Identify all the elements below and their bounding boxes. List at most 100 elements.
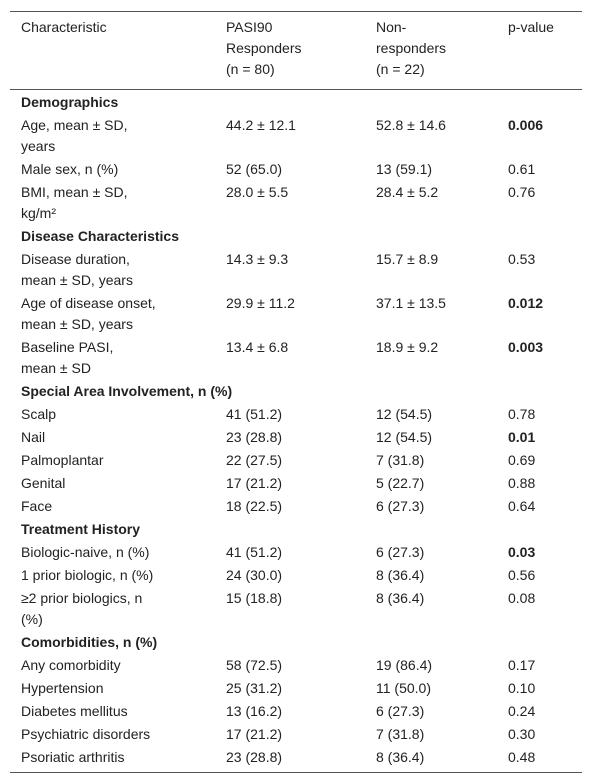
cell-line: Palmoplantar (21, 452, 104, 468)
header-cell: Characteristic (10, 12, 226, 90)
row-label: Disease duration, mean ± SD, years (10, 247, 226, 291)
data-row: Male sex, n (%) 52 (65.0) 13 (59.1) 0.61 (10, 157, 582, 180)
row-label: Any comorbidity (10, 653, 226, 676)
section-row: Special Area Involvement, n (%) (10, 379, 582, 402)
row-label: Psoriatic arthritis (10, 745, 226, 773)
cell-line: Psoriatic arthritis (21, 749, 125, 765)
section-row: Disease Characteristics (10, 224, 582, 247)
nonresponders-cell: 7 (31.8) (376, 726, 425, 742)
p-value-cell: 0.24 (508, 703, 536, 719)
cell-line: p-value (508, 19, 554, 35)
p-value-cell: 0.012 (508, 295, 544, 311)
cell-line: 1 prior biologic, n (%) (21, 567, 154, 583)
data-row: Nail 23 (28.8) 12 (54.5) 0.01 (10, 425, 582, 448)
row-label: Scalp (10, 402, 226, 425)
cell-line: (n = 22) (376, 61, 425, 77)
cell-line: mean ± SD, years (21, 316, 133, 332)
p-value-cell: 0.64 (508, 498, 536, 514)
p-value-cell: 0.003 (508, 339, 544, 355)
data-row: BMI, mean ± SD, kg/m² 28.0 ± 5.5 28.4 ± 5.2… (10, 180, 582, 224)
data-row: Disease duration, mean ± SD, years 14.3 ± … (10, 247, 582, 291)
cell-line: responders (376, 40, 447, 56)
row-label: Age of disease onset, mean ± SD, years (10, 291, 226, 335)
cell-line: Non- (376, 19, 407, 35)
nonresponders-cell: 15.7 ± 8.9 (376, 251, 439, 267)
responders-cell: 25 (31.2) (226, 680, 283, 696)
section-title: Disease Characteristics (21, 228, 179, 244)
nonresponders-cell: 5 (22.7) (376, 475, 425, 491)
p-value-cell: 0.17 (508, 657, 536, 673)
section-title: Treatment History (21, 521, 141, 537)
responders-cell: 24 (30.0) (226, 567, 283, 583)
cell-line: years (21, 138, 56, 154)
section-row: Demographics (10, 90, 582, 114)
cell-line: (n = 80) (226, 61, 275, 77)
cell-line: Baseline PASI, (21, 339, 114, 355)
cell-line: Diabetes mellitus (21, 703, 128, 719)
cell-line: Psychiatric disorders (21, 726, 151, 742)
header-row: Characteristic PASI90 Responders (n = 80) No… (10, 11, 582, 90)
nonresponders-cell: 6 (27.3) (376, 703, 425, 719)
row-label: Face (10, 494, 226, 517)
row-label: Diabetes mellitus (10, 699, 226, 722)
responders-cell: 23 (28.8) (226, 749, 283, 765)
nonresponders-cell: 12 (54.5) (376, 429, 433, 445)
data-row: Hypertension 25 (31.2) 11 (50.0) 0.10 (10, 676, 582, 699)
responders-cell: 17 (21.2) (226, 726, 283, 742)
data-row: Face 18 (22.5) 6 (27.3) 0.64 (10, 494, 582, 517)
nonresponders-cell: 19 (86.4) (376, 657, 433, 673)
data-row: Psoriatic arthritis 23 (28.8) 8 (36.4) 0.48 (10, 745, 582, 773)
header-cell: PASI90 Responders (n = 80) (226, 12, 376, 90)
cell-line: mean ± SD, years (21, 272, 133, 288)
cell-line: Hypertension (21, 680, 104, 696)
row-label: Palmoplantar (10, 448, 226, 471)
data-row: Age of disease onset, mean ± SD, years 29.… (10, 291, 582, 335)
header-cell: p-value (508, 12, 582, 90)
row-label: Nail (10, 425, 226, 448)
p-value-cell: 0.08 (508, 590, 536, 606)
cell-line: Age, mean ± SD, (21, 117, 128, 133)
nonresponders-cell: 12 (54.5) (376, 406, 433, 422)
nonresponders-cell: 8 (36.4) (376, 567, 425, 583)
responders-cell: 44.2 ± 12.1 (226, 117, 296, 133)
responders-cell: 13.4 ± 6.8 (226, 339, 289, 355)
cell-line: Responders (226, 40, 302, 56)
p-value-cell: 0.006 (508, 117, 544, 133)
section-title: Demographics (21, 94, 119, 110)
cell-line: ≥2 prior biologics, n (21, 590, 143, 606)
data-row: Biologic-naive, n (%) 41 (51.2) 6 (27.3) 0.… (10, 540, 582, 563)
section-title: Special Area Involvement, n (%) (21, 383, 233, 399)
data-row: Genital 17 (21.2) 5 (22.7) 0.88 (10, 471, 582, 494)
data-row: Psychiatric disorders 17 (21.2) 7 (31.8) 0.… (10, 722, 582, 745)
row-label: Age, mean ± SD, years (10, 113, 226, 157)
nonresponders-cell: 6 (27.3) (376, 498, 425, 514)
row-label: 1 prior biologic, n (%) (10, 563, 226, 586)
p-value-cell: 0.61 (508, 161, 536, 177)
section-row: Treatment History (10, 517, 582, 540)
table-header: Characteristic PASI90 Responders (n = 80) No… (10, 11, 582, 90)
cell-line: Biologic-naive, n (%) (21, 544, 150, 560)
responders-cell: 17 (21.2) (226, 475, 283, 491)
responders-cell: 18 (22.5) (226, 498, 283, 514)
cell-line: Age of disease onset, (21, 295, 156, 311)
nonresponders-cell: 28.4 ± 5.2 (376, 184, 439, 200)
row-label: ≥2 prior biologics, n (%) (10, 586, 226, 630)
p-value-cell: 0.10 (508, 680, 536, 696)
row-label: BMI, mean ± SD, kg/m² (10, 180, 226, 224)
cell-line: BMI, mean ± SD, (21, 184, 128, 200)
section-row: Comorbidities, n (%) (10, 630, 582, 653)
cell-line: Characteristic (21, 19, 107, 35)
responders-cell: 14.3 ± 9.3 (226, 251, 289, 267)
data-row: Scalp 41 (51.2) 12 (54.5) 0.78 (10, 402, 582, 425)
cell-line: Nail (21, 429, 46, 445)
responders-cell: 52 (65.0) (226, 161, 283, 177)
responders-cell: 41 (51.2) (226, 406, 283, 422)
p-value-cell: 0.48 (508, 749, 536, 765)
responders-cell: 41 (51.2) (226, 544, 283, 560)
nonresponders-cell: 13 (59.1) (376, 161, 433, 177)
cell-line: PASI90 (226, 19, 273, 35)
nonresponders-cell: 8 (36.4) (376, 590, 425, 606)
header-cell: Non-responders (n = 22) (376, 12, 508, 90)
nonresponders-cell: 11 (50.0) (376, 680, 431, 696)
nonresponders-cell: 37.1 ± 13.5 (376, 295, 446, 311)
